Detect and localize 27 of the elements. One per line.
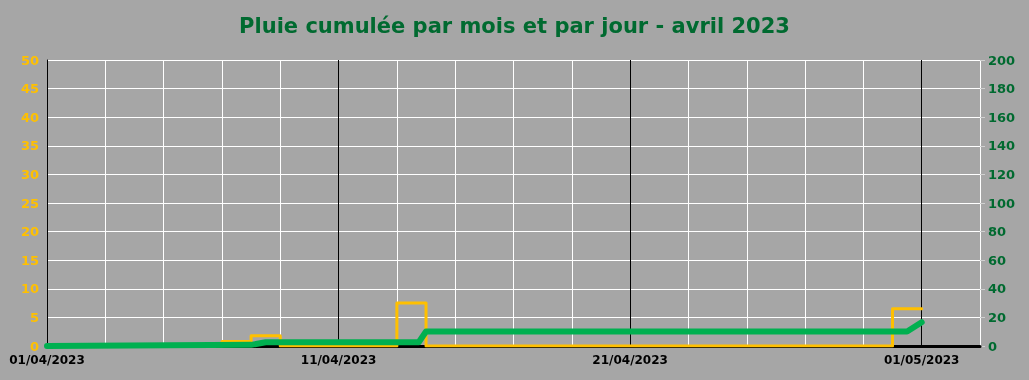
y-tick-label: 45 [20, 81, 39, 97]
y2-tick-label: 60 [988, 252, 1007, 268]
chart-title: Pluie cumulée par mois et par jour - avril 2023 [239, 13, 790, 38]
y2-tick-label: 140 [988, 138, 1016, 154]
y-tick-label: 15 [20, 252, 39, 268]
y-tick-label: 5 [29, 309, 39, 325]
y2-tick-label: 100 [988, 195, 1016, 211]
y-tick-label: 10 [20, 281, 39, 297]
y2-tick-label: 180 [988, 81, 1016, 97]
x-tick-label: 11/04/2023 [300, 353, 377, 367]
y-tick-label: 30 [20, 166, 39, 182]
x-tick-label: 01/04/2023 [9, 353, 85, 367]
y2-tick-label: 80 [988, 224, 1007, 240]
y2-tick-label: 200 [988, 52, 1016, 68]
y-tick-label: 0 [29, 338, 39, 354]
y-tick-label: 50 [20, 52, 39, 68]
y-tick-label: 25 [20, 195, 39, 211]
y2-tick-label: 20 [988, 309, 1007, 325]
x-tick-label: 21/04/2023 [592, 353, 668, 367]
y-tick-label: 40 [20, 109, 39, 125]
x-tick-label: 01/05/2023 [883, 353, 960, 367]
y2-tick-label: 0 [988, 338, 998, 354]
y2-tick-label: 40 [988, 281, 1007, 297]
y-tick-label: 20 [20, 224, 39, 240]
y2-tick-label: 160 [988, 109, 1016, 125]
y-tick-label: 35 [20, 138, 39, 154]
y2-tick-label: 120 [988, 166, 1016, 182]
